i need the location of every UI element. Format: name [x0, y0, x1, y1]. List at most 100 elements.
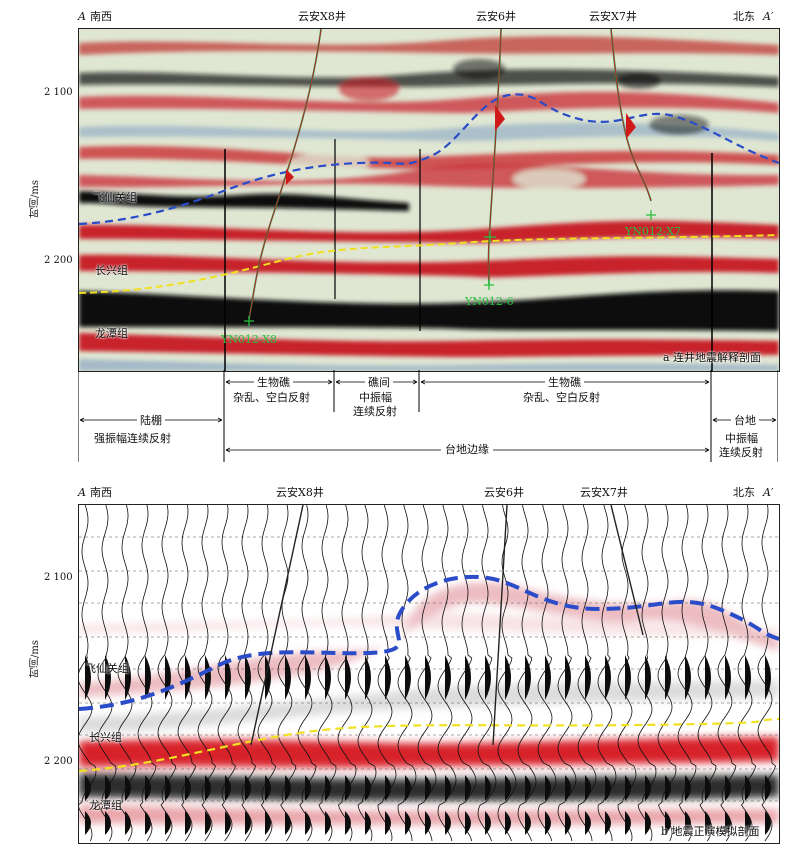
- synthetic-trace-lobe: [145, 655, 151, 700]
- synthetic-trace: [357, 505, 377, 842]
- synthetic-trace-lobe: [85, 775, 91, 801]
- synthetic-trace: [217, 505, 236, 842]
- synthetic-trace-lobe: [405, 775, 411, 801]
- facies-shelf-desc: 强振幅连续反射: [94, 432, 171, 445]
- synthetic-trace-lobe: [265, 811, 271, 835]
- synthetic-trace-lobe: [645, 811, 651, 835]
- synthetic-trace-lobe: [405, 811, 411, 835]
- synthetic-trace-lobe: [285, 811, 291, 835]
- synthetic-trace-lobe: [205, 811, 211, 835]
- panel-b-y-tick-2200: 2 200: [44, 756, 73, 767]
- panel-b-well-x8: 云安X8井: [276, 486, 324, 499]
- synthetic-trace: [517, 505, 537, 842]
- seismic-section-panel-a: 飞仙关组 长兴组 龙潭组 YN012-X8 YN012-6 YN012-X7 a…: [78, 28, 780, 372]
- panel-a-well-label-x8: YN012-X8: [221, 333, 278, 346]
- synthetic-trace: [597, 505, 617, 842]
- synthetic-trace-lobe: [565, 775, 571, 801]
- panel-b-caption: b 地震正演模拟剖面: [661, 825, 760, 838]
- synthetic-trace: [477, 505, 497, 842]
- facies-shelf-title: 陆棚: [137, 414, 165, 427]
- synthetic-trace: [577, 505, 597, 842]
- panel-a-y-tick-2200: 2 200: [44, 255, 73, 266]
- synthetic-trace-lobe: [325, 655, 331, 700]
- seismic-section-a-graphic: [79, 29, 779, 371]
- synthetic-trace-lobe: [545, 775, 551, 801]
- synthetic-trace-lobe: [185, 811, 191, 835]
- synthetic-trace-lobe: [765, 811, 771, 835]
- synthetic-trace-lobe: [625, 655, 631, 700]
- synthetic-trace-lobe: [585, 775, 591, 801]
- synthetic-trace-lobe: [505, 811, 511, 835]
- synthetic-trace-lobe: [585, 655, 591, 700]
- interpretation-bar: 生物礁 杂乱、空白反射 礁间 中振幅 连续反射 生物礁 杂乱、空白反射 陆棚 强…: [78, 370, 778, 462]
- synthetic-trace-lobe: [685, 655, 691, 700]
- synthetic-trace-lobe: [605, 811, 611, 835]
- synthetic-trace: [397, 505, 417, 841]
- panel-a-end-left: A: [78, 10, 86, 23]
- synthetic-trace: [557, 505, 577, 842]
- synthetic-trace-lobe: [385, 811, 391, 835]
- synthetic-trace: [417, 505, 437, 842]
- synthetic-trace: [537, 505, 557, 842]
- synthetic-trace-lobe: [525, 655, 531, 700]
- facies-platform-desc1: 中振幅: [725, 432, 758, 445]
- synthetic-trace-lobe: [225, 775, 231, 801]
- synthetic-trace-lobe: [185, 775, 191, 801]
- synthetic-trace-lobe: [225, 811, 231, 835]
- synthetic-trace-lobe: [605, 775, 611, 801]
- synthetic-trace: [497, 505, 517, 842]
- synthetic-trace: [377, 505, 397, 842]
- panel-a-well-label-6: YN012-6: [465, 295, 514, 308]
- synthetic-trace-lobe: [645, 775, 651, 801]
- interpretation-bar-lines: [78, 370, 778, 462]
- synthetic-trace-lobe: [385, 775, 391, 801]
- synthetic-trace-lobe: [205, 655, 211, 700]
- synthetic-trace-lobe: [265, 655, 271, 700]
- synthetic-trace-lobe: [225, 655, 231, 700]
- facies-reef-2-title: 生物礁: [545, 376, 584, 389]
- facies-platform-desc2: 连续反射: [719, 446, 763, 459]
- panel-a-direction-left: 南西: [90, 10, 112, 23]
- synthetic-section-panel-b: 飞仙关组 长兴组 龙潭组 b 地震正演模拟剖面: [78, 504, 780, 844]
- synthetic-trace-lobe: [485, 655, 491, 700]
- synthetic-trace-lobe: [725, 811, 731, 835]
- synthetic-trace-lobe: [745, 811, 751, 835]
- synthetic-trace-lobe: [585, 811, 591, 835]
- panel-b-formation-longtan: 龙潭组: [89, 799, 122, 812]
- synthetic-trace-lobe: [505, 775, 511, 801]
- synthetic-trace-lobe: [605, 655, 611, 700]
- synthetic-trace-lobe: [85, 811, 91, 835]
- panel-b-well-6: 云安6井: [484, 486, 524, 499]
- synthetic-trace-lobe: [365, 775, 371, 801]
- synthetic-trace-lobe: [425, 775, 431, 801]
- panel-b-end-left: A: [78, 486, 86, 499]
- synthetic-section-b-graphic: [79, 505, 779, 843]
- synthetic-trace-lobe: [565, 811, 571, 835]
- panel-a-well-x8: 云安X8井: [298, 10, 346, 23]
- facies-reef-2-desc: 杂乱、空白反射: [523, 391, 600, 404]
- synthetic-trace-lobe: [345, 775, 351, 801]
- synthetic-trace-lobe: [365, 655, 371, 700]
- synthetic-trace-lobe: [625, 775, 631, 801]
- panel-a-formation-longtan: 龙潭组: [95, 327, 128, 340]
- panel-a-caption: a 连井地震解释剖面: [663, 351, 762, 364]
- synthetic-trace-lobe: [565, 655, 571, 700]
- synthetic-trace: [757, 505, 776, 842]
- synthetic-trace-lobe: [745, 655, 751, 700]
- synthetic-trace-lobe: [405, 655, 411, 700]
- panel-b-formation-changxing: 长兴组: [89, 731, 122, 744]
- synthetic-trace-lobe: [665, 775, 671, 801]
- panel-b-formation-feixianguan: 飞仙关组: [85, 662, 129, 675]
- panel-a-end-right: A′: [763, 10, 774, 23]
- synthetic-trace: [737, 505, 757, 842]
- facies-interreef-title: 礁间: [365, 376, 393, 389]
- facies-interreef-desc2: 连续反射: [353, 405, 397, 418]
- synthetic-trace-lobe: [165, 775, 171, 801]
- panel-b-y-axis-label: 时间/ms: [30, 640, 41, 678]
- synthetic-trace-lobe: [625, 811, 631, 835]
- synthetic-trace-lobe: [165, 811, 171, 835]
- synthetic-trace-lobe: [145, 811, 151, 835]
- panel-a-y-axis-label: 时间/ms: [30, 180, 41, 218]
- synthetic-trace-lobe: [705, 775, 711, 801]
- synthetic-trace: [457, 505, 477, 842]
